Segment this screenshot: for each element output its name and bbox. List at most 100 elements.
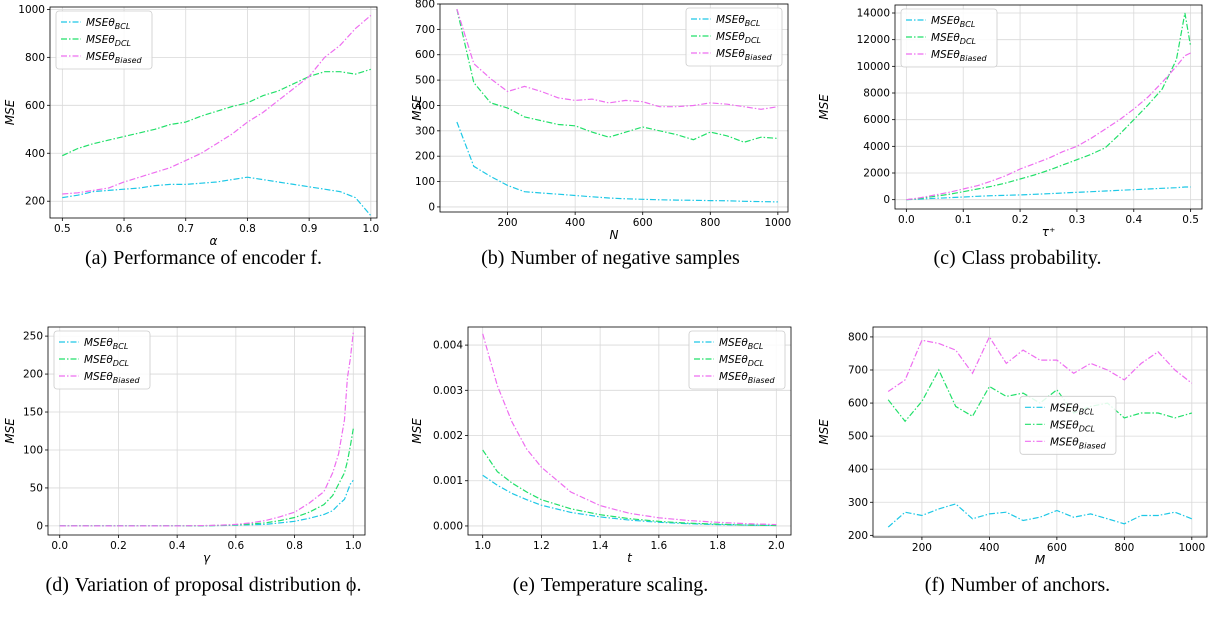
y-tick-label: 200: [25, 196, 45, 208]
y-tick-label: 4000: [863, 141, 890, 153]
legend-label-subscript: DCL: [113, 359, 129, 368]
caption-e-text: Temperature scaling.: [540, 574, 709, 596]
series-line-biased: [906, 52, 1191, 201]
caption-f-label: (f): [924, 574, 945, 596]
y-tick-label: 10000: [857, 61, 890, 73]
x-tick-label: 600: [1047, 542, 1067, 554]
legend-label-subscript: Biased: [748, 376, 776, 385]
caption-a-text: Performance of encoder f.: [113, 247, 322, 269]
legend-label-subscript: DCL: [745, 36, 761, 45]
caption-c: (c) Class probability.: [814, 247, 1221, 270]
y-tick-label: 800: [848, 331, 868, 343]
y-tick-label: 700: [848, 364, 868, 376]
y-tick-label: 0.003: [433, 385, 463, 397]
legend-box: [685, 7, 783, 67]
series-line-dcl: [59, 428, 354, 527]
x-tick-label: 600: [633, 217, 653, 229]
chart-e: 1.0 1.2 1.4 1.6 1.8 2.0 0.000 0.001 0.002 0.003 0.…: [410, 326, 792, 565]
legend-label-subscript: BCL: [960, 20, 976, 29]
y-tick-label: 150: [23, 407, 43, 419]
chart-b: 200 400 600 800 1000 0 100 200 300 400 500 600 700 80…: [410, 0, 791, 242]
y-tick-label: 14000: [857, 8, 890, 20]
x-tick-label: 0.4: [169, 540, 186, 552]
y-tick-label: 200: [415, 151, 435, 163]
legend-label-subscript: BCL: [115, 22, 131, 31]
legend-label-subscript: Biased: [115, 56, 143, 65]
x-tick-label: 0.2: [110, 540, 127, 552]
y-tick-label: 0: [883, 194, 890, 206]
x-tick-label: 0.5: [1182, 214, 1199, 226]
y-tick-label: 200: [23, 369, 43, 381]
chart-a: 0.5 0.6 0.7 0.8 0.9 1.02004006008001000αMSEMS…: [3, 4, 379, 248]
series-line-dcl: [456, 8, 778, 143]
y-tick-label: 0: [428, 201, 435, 213]
x-tick-label: 800: [1114, 542, 1134, 554]
caption-c-label: (c): [933, 247, 956, 269]
series-line-dcl: [482, 449, 777, 527]
x-tick-label: 1.6: [651, 540, 668, 552]
legend-label-subscript: Biased: [1079, 441, 1107, 450]
caption-e-label: (e): [512, 574, 535, 596]
caption-b-label: (b): [481, 247, 505, 269]
x-axis-label: N: [610, 228, 619, 242]
y-tick-label: 300: [848, 497, 868, 509]
y-axis-label: MSE: [410, 418, 424, 444]
series-line-biased: [456, 8, 778, 110]
y-tick-label: 600: [415, 49, 435, 61]
x-tick-label: 0.9: [301, 223, 318, 235]
y-tick-label: 600: [848, 398, 868, 410]
panel-c: 0.0 0.1 0.2 0.3 0.4 0.5 0 2000 4000 6000 8000 10000…: [814, 0, 1221, 303]
panel-d: 0.0 0.2 0.4 0.6 0.8 1.0 0 50 100 150 200 250 γ MSE MSE…: [0, 320, 407, 623]
y-tick-label: 100: [415, 176, 435, 188]
legend-label-subscript: BCL: [113, 342, 129, 351]
legend-box: [55, 10, 153, 70]
chart-f: 200 400 600 800 1000 200 300 400 500 600 700 800 M MS…: [817, 326, 1208, 567]
y-tick-label: 600: [25, 100, 45, 112]
panel-a: 0.5 0.6 0.7 0.8 0.9 1.0 200 400 600 800 1000 α MSE MS…: [0, 0, 407, 303]
caption-a: (a) Performance of encoder f.: [0, 247, 407, 270]
x-tick-label: 0.0: [51, 540, 68, 552]
legend-box: [1019, 395, 1117, 455]
legend-label-subscript: DCL: [1079, 424, 1095, 433]
x-tick-label: 0.0: [898, 214, 915, 226]
y-tick-label: 2000: [863, 168, 890, 180]
y-tick-label: 8000: [863, 88, 890, 100]
plot-frame: [467, 326, 792, 536]
x-axis-label: γ: [203, 551, 211, 565]
x-tick-label: 400: [979, 542, 999, 554]
y-tick-label: 50: [30, 482, 43, 494]
caption-e: (e) Temperature scaling.: [407, 574, 814, 597]
panel-b: 200 400 600 800 1000 0 100 200 300 400 500 600 700 80…: [407, 0, 814, 303]
x-tick-label: 2.0: [768, 540, 785, 552]
x-axis-label: τ⁺: [1042, 225, 1056, 239]
x-tick-label: 0.6: [228, 540, 245, 552]
legend-box: [900, 8, 998, 68]
x-tick-label: 0.5: [54, 223, 71, 235]
legend-label-subscript: Biased: [745, 53, 773, 62]
y-axis-label: MSE: [410, 95, 424, 121]
panel-f: 200 400 600 800 1000 200 300 400 500 600 700 800 M MS…: [814, 320, 1221, 623]
chart-c: 0.0 0.1 0.2 0.3 0.4 0.5 0 2000 4000 6000 8000 10000…: [817, 4, 1203, 239]
series-line-dcl: [62, 68, 371, 157]
x-tick-label: 0.8: [286, 540, 303, 552]
series-line-biased: [887, 335, 1193, 392]
legend-label-subscript: DCL: [115, 39, 131, 48]
x-tick-label: 1000: [1178, 542, 1205, 554]
y-tick-label: 0.001: [433, 475, 463, 487]
chart-d: 0.0 0.2 0.4 0.6 0.8 1.0050100150200250γMSEMSE…: [3, 326, 366, 565]
y-tick-label: 300: [415, 125, 435, 137]
caption-d-text: Variation of proposal distribution ϕ.: [74, 574, 362, 596]
x-tick-label: 1.0: [362, 223, 379, 235]
panel-e: 1.0 1.2 1.4 1.6 1.8 2.0 0.000 0.001 0.002 0.003 0.…: [407, 320, 814, 623]
legend-label-subscript: BCL: [745, 19, 761, 28]
caption-d: (d) Variation of proposal distribution ϕ.: [0, 574, 407, 597]
series-line-biased: [62, 14, 372, 195]
legend-label-subscript: BCL: [1079, 407, 1095, 416]
x-tick-label: 1.0: [474, 540, 491, 552]
y-axis-label: MSE: [817, 94, 831, 120]
caption-b-text: Number of negative samples: [510, 247, 740, 269]
x-tick-label: 200: [498, 217, 518, 229]
y-tick-label: 500: [848, 431, 868, 443]
x-tick-label: 1.0: [345, 540, 362, 552]
x-tick-label: 1.2: [533, 540, 550, 552]
